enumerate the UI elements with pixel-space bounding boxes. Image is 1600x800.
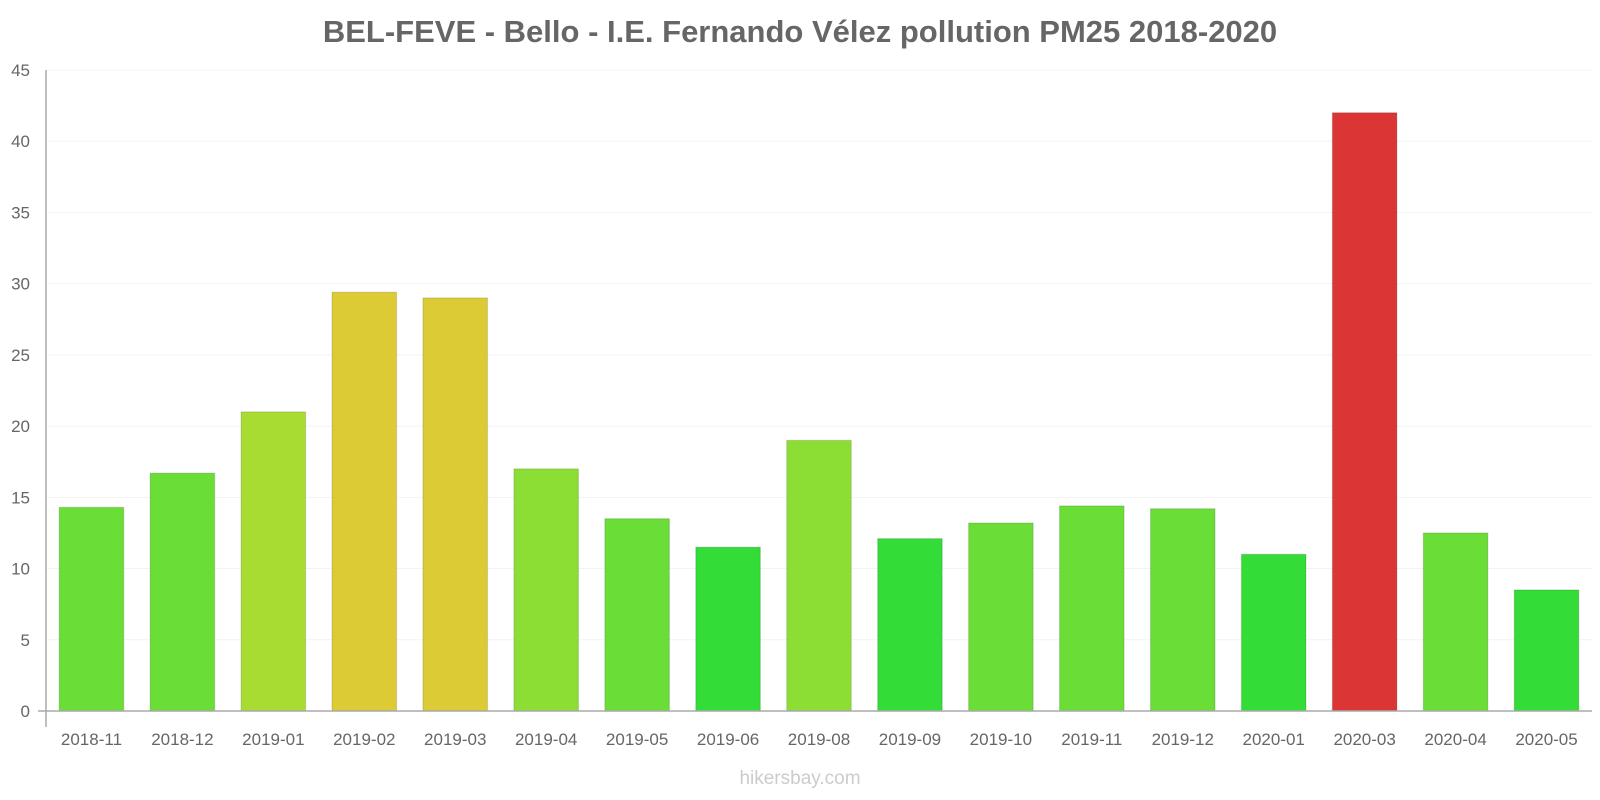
y-tick-label: 20 xyxy=(11,417,30,436)
x-tick-label: 2020-03 xyxy=(1333,730,1395,749)
x-tick-label: 2019-02 xyxy=(333,730,395,749)
bar-2019-10 xyxy=(967,522,1034,712)
bar-2019-09 xyxy=(877,538,943,712)
bar-2019-08 xyxy=(786,439,852,712)
bar-2019-12 xyxy=(1149,508,1216,712)
bar-2020-05 xyxy=(1513,589,1580,712)
y-tick-label: 30 xyxy=(11,275,30,294)
y-tick-label: 45 xyxy=(11,61,30,80)
chart-title: BEL-FEVE - Bello - I.E. Fernando Vélez p… xyxy=(322,14,1278,49)
x-tick-label: 2019-01 xyxy=(242,730,304,749)
y-tick-label: 25 xyxy=(11,346,30,365)
y-tick-label: 40 xyxy=(11,132,30,151)
y-tick-label: 10 xyxy=(11,560,30,579)
bar-2019-11 xyxy=(1058,505,1125,712)
x-tick-label: 2019-04 xyxy=(515,730,577,749)
x-tick-label: 2019-06 xyxy=(697,730,759,749)
bar-2020-03 xyxy=(1331,112,1398,712)
bar-2020-04 xyxy=(1422,532,1489,712)
bar-2018-11 xyxy=(58,506,125,712)
watermark: hikersbay.com xyxy=(739,768,861,789)
x-tick-label: 2018-12 xyxy=(151,730,213,749)
x-tick-label: 2019-09 xyxy=(879,730,941,749)
x-tick-label: 2019-08 xyxy=(788,730,850,749)
x-tick-label: 2019-12 xyxy=(1152,730,1214,749)
bar-2019-02 xyxy=(331,291,398,712)
bar-2019-03 xyxy=(422,297,489,712)
bar-2020-01 xyxy=(1240,553,1307,712)
x-tick-label: 2019-05 xyxy=(606,730,668,749)
x-tick-label: 2019-03 xyxy=(424,730,486,749)
x-tick-label: 2020-01 xyxy=(1243,730,1305,749)
bar-2018-12 xyxy=(149,472,216,712)
bar-2019-06 xyxy=(695,546,761,712)
bar-2019-01 xyxy=(240,411,307,712)
y-tick-label: 35 xyxy=(11,203,30,222)
bar-2019-04 xyxy=(513,468,580,712)
x-tick-label: 2020-05 xyxy=(1515,730,1577,749)
x-tick-label: 2018-11 xyxy=(61,730,122,749)
x-tick-label: 2019-11 xyxy=(1061,730,1122,749)
x-tick-label: 2020-04 xyxy=(1424,730,1486,749)
y-tick-label: 5 xyxy=(21,631,30,650)
bar-2019-05 xyxy=(604,518,671,712)
y-tick-label: 0 xyxy=(21,702,30,721)
y-tick-label: 15 xyxy=(11,488,30,507)
x-tick-label: 2019-10 xyxy=(970,730,1032,749)
